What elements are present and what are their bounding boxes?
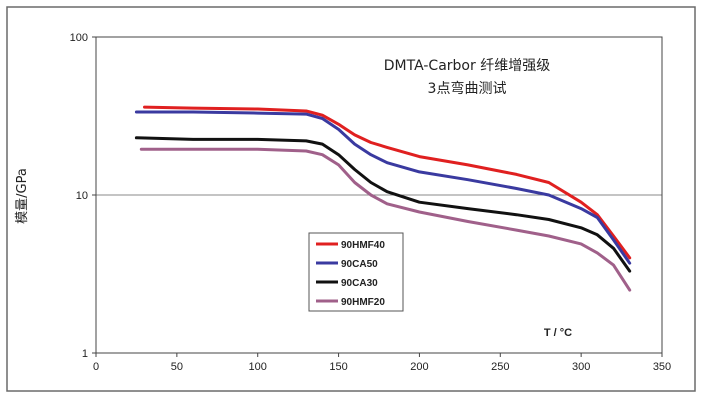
series-line-90HMF40: [143, 105, 632, 260]
x-tick-label: 250: [491, 361, 509, 373]
legend-label: 90CA30: [341, 278, 378, 289]
x-axis: 0 50 100 150 200 250 300 350: [93, 353, 671, 373]
x-axis-label: T / °C: [544, 327, 572, 339]
y-tick-label: 100: [70, 32, 88, 44]
series-line-90CA50: [134, 110, 632, 265]
x-tick-label: 150: [329, 361, 347, 373]
legend: 90HMF40 90CA50 90CA30 90HMF20: [308, 232, 404, 312]
y-axis: 1 10 100: [70, 32, 96, 360]
y-tick-label: 1: [82, 348, 88, 360]
chart-title-line1: DMTA-Carbor 纤维增强级: [384, 58, 550, 74]
x-tick-label: 0: [93, 361, 99, 373]
series-line-90HMF20: [139, 147, 632, 292]
x-tick-label: 300: [572, 361, 590, 373]
legend-label: 90CA50: [341, 259, 378, 270]
x-tick-label: 350: [653, 361, 671, 373]
x-tick-label: 100: [249, 361, 267, 373]
chart-title-line2: 3点弯曲测试: [428, 80, 507, 97]
y-axis-label: 模量/GPa: [15, 168, 30, 224]
legend-box: [308, 232, 404, 312]
series-line-90CA30: [134, 136, 632, 273]
x-tick-label: 50: [171, 361, 183, 373]
legend-label: 90HMF20: [341, 297, 385, 308]
legend-label: 90HMF40: [341, 240, 385, 251]
y-tick-label: 10: [76, 190, 88, 202]
x-tick-label: 200: [410, 361, 428, 373]
chart-frame: [6, 6, 696, 392]
series-group: [134, 105, 632, 292]
